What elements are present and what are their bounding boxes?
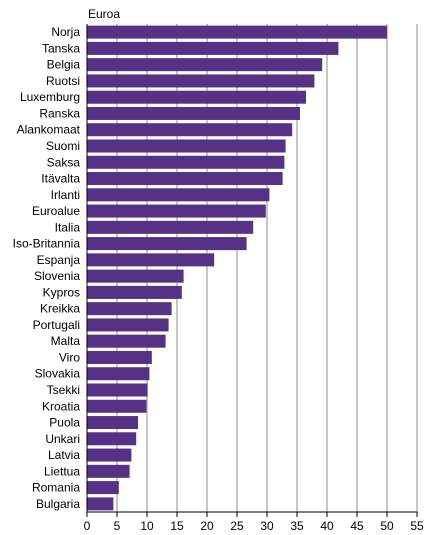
category-label: Malta — [51, 334, 81, 348]
category-label: Portugali — [33, 318, 80, 332]
category-label: Slovenia — [34, 269, 80, 283]
category-label: Kreikka — [40, 302, 80, 316]
category-label: Liettua — [44, 464, 80, 478]
category-label: Belgia — [47, 58, 81, 72]
category-label: Viro — [59, 350, 80, 364]
bar — [87, 432, 137, 446]
bar — [87, 416, 138, 430]
bar — [87, 481, 119, 495]
category-label: Saksa — [47, 155, 81, 169]
bar — [87, 155, 285, 169]
category-label: Luxemburg — [20, 90, 80, 104]
category-label: Romania — [32, 481, 80, 495]
bar — [87, 399, 147, 413]
x-axis-ticks: 0 5 10 15 20 25 30 35 40 45 50 55 — [84, 512, 424, 533]
category-label: Euroalue — [32, 204, 80, 218]
category-label: Suomi — [46, 139, 80, 153]
category-label: Iso-Britannia — [13, 237, 81, 251]
bar — [87, 41, 339, 55]
x-tick-label: 40 — [320, 519, 334, 533]
bar — [87, 188, 270, 202]
category-label: Slovakia — [35, 367, 81, 381]
x-tick-label: 45 — [350, 519, 364, 533]
bar — [87, 497, 114, 511]
bar — [87, 25, 387, 39]
bar — [87, 139, 286, 153]
bar — [87, 253, 215, 267]
category-label: Alankomaat — [17, 123, 81, 137]
bar — [87, 90, 306, 104]
category-label: Unkari — [45, 432, 80, 446]
x-tick-label: 20 — [200, 519, 214, 533]
x-tick-label: 50 — [380, 519, 394, 533]
bar — [87, 58, 323, 72]
bar — [87, 318, 169, 332]
bar — [87, 237, 247, 251]
bar — [87, 383, 148, 397]
gridlines — [116, 24, 418, 512]
unit-label: Euroa — [88, 7, 120, 21]
x-tick-label: 35 — [290, 519, 304, 533]
bar — [87, 350, 152, 364]
bar — [87, 367, 150, 381]
category-label: Puola — [49, 416, 80, 430]
bar — [87, 220, 254, 234]
x-tick-label: 0 — [84, 519, 91, 533]
category-label: Espanja — [37, 253, 81, 267]
x-tick-label: 10 — [140, 519, 154, 533]
category-label: Tsekki — [47, 383, 80, 397]
bar — [87, 464, 130, 478]
bar — [87, 448, 132, 462]
category-label: Latvia — [48, 448, 80, 462]
category-label: Ruotsi — [46, 74, 80, 88]
category-label: Irlanti — [51, 188, 80, 202]
x-tick-label: 55 — [410, 519, 424, 533]
category-labels: Norja Tanska Belgia Ruotsi Luxemburg Ranska Al… — [13, 25, 81, 511]
bar — [87, 74, 315, 88]
x-tick-label: 15 — [170, 519, 184, 533]
bar — [87, 204, 266, 218]
x-tick-label: 25 — [230, 519, 244, 533]
category-label: Kroatia — [42, 399, 80, 413]
category-label: Tanska — [42, 41, 80, 55]
category-label: Ranska — [39, 106, 80, 120]
bar — [87, 172, 283, 186]
bar — [87, 106, 300, 120]
category-label: Itävalta — [41, 172, 80, 186]
bar — [87, 334, 166, 348]
category-label: Italia — [55, 220, 81, 234]
bar — [87, 123, 293, 137]
bar — [87, 269, 184, 283]
x-tick-label: 30 — [260, 519, 274, 533]
category-label: Bulgaria — [36, 497, 80, 511]
bar — [87, 285, 182, 299]
bar — [87, 302, 172, 316]
category-label: Norja — [51, 25, 80, 39]
category-label: Kypros — [43, 285, 80, 299]
bars — [87, 25, 387, 511]
x-tick-label: 5 — [114, 519, 121, 533]
